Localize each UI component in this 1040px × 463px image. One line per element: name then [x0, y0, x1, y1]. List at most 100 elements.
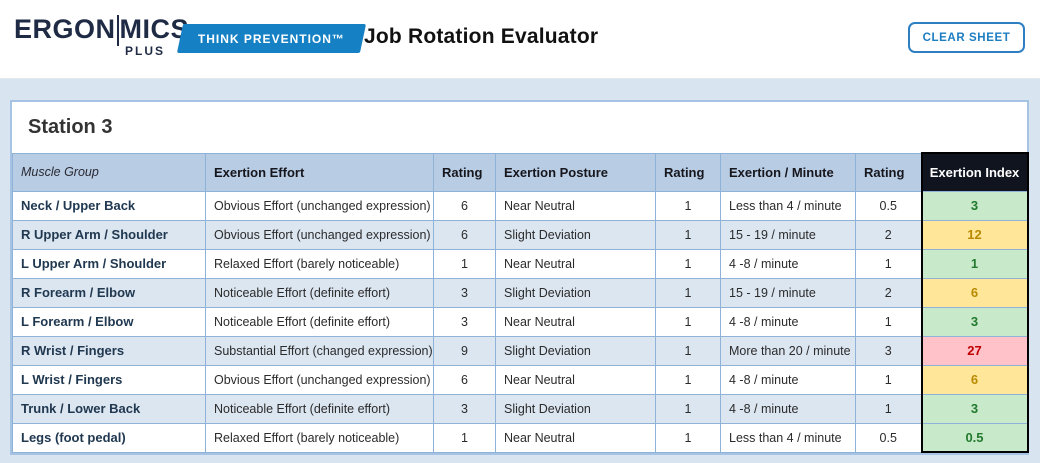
posture-rating-cell: 1 [655, 219, 721, 250]
app-header: ERGON MICS PLUS THINK PREVENTION™ Job Ro… [0, 0, 1040, 79]
exertion-index-cell: 6 [920, 364, 1029, 395]
minute-rating-cell: 1 [855, 364, 922, 395]
exertion-index-cell: 3 [920, 190, 1029, 221]
exertion-posture-cell[interactable]: Slight Deviation [495, 277, 656, 308]
station-title: Station 3 [28, 116, 113, 138]
exertion-effort-cell[interactable]: Noticeable Effort (definite effort) [205, 306, 434, 337]
exertion-minute-cell[interactable]: 15 - 19 / minute [720, 219, 856, 250]
exertion-effort-cell[interactable]: Noticeable Effort (definite effort) [205, 393, 434, 424]
exertion-effort-cell[interactable]: Relaxed Effort (barely noticeable) [205, 248, 434, 279]
exertion-effort-cell[interactable]: Obvious Effort (unchanged expression) [205, 364, 434, 395]
table-row: Neck / Upper Back Obvious Effort (unchang… [12, 190, 1029, 221]
exertion-minute-cell[interactable]: 4 -8 / minute [720, 393, 856, 424]
exertion-minute-cell[interactable]: Less than 4 / minute [720, 422, 856, 453]
exertion-effort-cell[interactable]: Obvious Effort (unchanged expression) [205, 190, 434, 221]
exertion-minute-cell[interactable]: More than 20 / minute [720, 335, 856, 366]
exertion-minute-cell[interactable]: 4 -8 / minute [720, 364, 856, 395]
exertion-posture-cell[interactable]: Near Neutral [495, 364, 656, 395]
table-header-row: Muscle Group Exertion Effort Rating Exer… [12, 152, 1029, 192]
minute-rating-cell: 0.5 [855, 190, 922, 221]
effort-rating-cell: 3 [433, 393, 496, 424]
exertion-minute-cell[interactable]: 15 - 19 / minute [720, 277, 856, 308]
exertion-index-cell: 0.5 [920, 422, 1029, 453]
exertion-posture-cell[interactable]: Slight Deviation [495, 219, 656, 250]
exertion-posture-cell[interactable]: Near Neutral [495, 422, 656, 453]
posture-rating-cell: 1 [655, 335, 721, 366]
effort-rating-cell: 6 [433, 190, 496, 221]
muscle-group-cell: Trunk / Lower Back [12, 393, 206, 424]
muscle-group-cell: L Upper Arm / Shoulder [12, 248, 206, 279]
exertion-posture-cell[interactable]: Slight Deviation [495, 393, 656, 424]
minute-rating-cell: 2 [855, 219, 922, 250]
exertion-index-cell: 6 [920, 277, 1029, 308]
muscle-group-cell: L Forearm / Elbow [12, 306, 206, 337]
exertion-index-cell: 1 [920, 248, 1029, 279]
logo-text-left: ERGON [14, 14, 116, 44]
posture-rating-cell: 1 [655, 190, 721, 221]
muscle-group-cell: L Wrist / Fingers [12, 364, 206, 395]
effort-rating-cell: 1 [433, 422, 496, 453]
posture-rating-cell: 1 [655, 393, 721, 424]
column-header-exertion-index: Exertion Index [920, 152, 1029, 192]
exertion-index-cell: 3 [920, 393, 1029, 424]
exertion-posture-cell[interactable]: Near Neutral [495, 190, 656, 221]
effort-rating-cell: 3 [433, 306, 496, 337]
column-header-rating-2: Rating [655, 152, 721, 192]
exertion-minute-cell[interactable]: 4 -8 / minute [720, 306, 856, 337]
posture-rating-cell: 1 [655, 364, 721, 395]
table-row: L Forearm / Elbow Noticeable Effort (defi… [12, 306, 1029, 337]
effort-rating-cell: 3 [433, 277, 496, 308]
effort-rating-cell: 6 [433, 219, 496, 250]
exertion-index-cell: 27 [920, 335, 1029, 366]
table-row: R Wrist / Fingers Substantial Effort (cha… [12, 335, 1029, 366]
logo-subtitle: PLUS [124, 44, 165, 58]
exertion-minute-cell[interactable]: 4 -8 / minute [720, 248, 856, 279]
table-row: Trunk / Lower Back Noticeable Effort (def… [12, 393, 1029, 424]
exertion-index-cell: 12 [920, 219, 1029, 250]
muscle-group-cell: Legs (foot pedal) [12, 422, 206, 453]
posture-rating-cell: 1 [655, 422, 721, 453]
exertion-effort-cell[interactable]: Substantial Effort (changed expression) [205, 335, 434, 366]
muscle-group-cell: R Wrist / Fingers [12, 335, 206, 366]
posture-rating-cell: 1 [655, 306, 721, 337]
exertion-effort-cell[interactable]: Noticeable Effort (definite effort) [205, 277, 434, 308]
exertion-effort-cell[interactable]: Obvious Effort (unchanged expression) [205, 219, 434, 250]
column-header-rating-3: Rating [855, 152, 922, 192]
page-title: Job Rotation Evaluator [364, 25, 599, 48]
exertion-minute-cell[interactable]: Less than 4 / minute [720, 190, 856, 221]
minute-rating-cell: 1 [855, 248, 922, 279]
posture-rating-cell: 1 [655, 248, 721, 279]
clear-sheet-button[interactable]: CLEAR SHEET [908, 22, 1025, 53]
column-header-exertion-posture: Exertion Posture [495, 152, 656, 192]
think-prevention-badge: THINK PREVENTION™ [176, 24, 367, 53]
exertion-effort-cell[interactable]: Relaxed Effort (barely noticeable) [205, 422, 434, 453]
table-row: L Wrist / Fingers Obvious Effort (unchang… [12, 364, 1029, 395]
minute-rating-cell: 3 [855, 335, 922, 366]
station-panel: Station 3 Muscle Group Exertion Effort R… [10, 100, 1029, 455]
column-header-rating-1: Rating [433, 152, 496, 192]
table-row: R Forearm / Elbow Noticeable Effort (defi… [12, 277, 1029, 308]
table-row: Legs (foot pedal) Relaxed Effort (barely … [12, 422, 1029, 453]
column-header-exertion-minute: Exertion / Minute [720, 152, 856, 192]
target-crosshair-icon [116, 18, 119, 41]
exertion-posture-cell[interactable]: Slight Deviation [495, 335, 656, 366]
muscle-group-cell: Neck / Upper Back [12, 190, 206, 221]
effort-rating-cell: 9 [433, 335, 496, 366]
evaluation-table: Muscle Group Exertion Effort Rating Exer… [12, 152, 1029, 453]
column-header-muscle-group: Muscle Group [12, 152, 206, 192]
minute-rating-cell: 0.5 [855, 422, 922, 453]
column-header-exertion-effort: Exertion Effort [205, 152, 434, 192]
exertion-posture-cell[interactable]: Near Neutral [495, 306, 656, 337]
logo-text-right: MICS [119, 14, 190, 44]
muscle-group-cell: R Upper Arm / Shoulder [12, 219, 206, 250]
badge-label: THINK PREVENTION™ [198, 31, 346, 46]
minute-rating-cell: 1 [855, 393, 922, 424]
effort-rating-cell: 1 [433, 248, 496, 279]
exertion-posture-cell[interactable]: Near Neutral [495, 248, 656, 279]
muscle-group-cell: R Forearm / Elbow [12, 277, 206, 308]
minute-rating-cell: 1 [855, 306, 922, 337]
effort-rating-cell: 6 [433, 364, 496, 395]
minute-rating-cell: 2 [855, 277, 922, 308]
ergonomics-plus-logo: ERGON MICS PLUS [14, 14, 189, 59]
table-row: L Upper Arm / Shoulder Relaxed Effort (ba… [12, 248, 1029, 279]
